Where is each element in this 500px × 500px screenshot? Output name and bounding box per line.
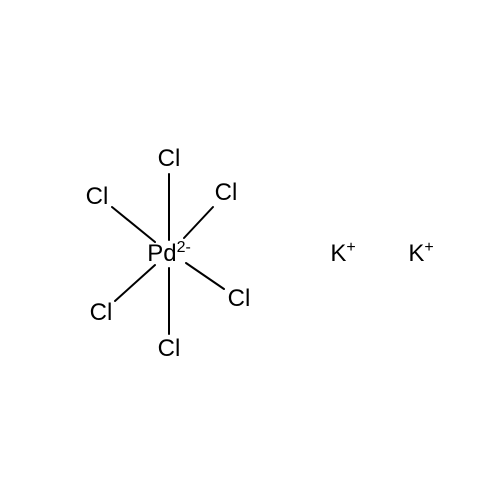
atom-k1-charge: +	[346, 239, 355, 256]
atom-k1: K+	[330, 242, 355, 266]
chemical-structure-diagram: Pd2- Cl Cl Cl Cl Cl Cl K+ K+	[0, 0, 500, 500]
atom-cl-top-right: Cl	[215, 181, 238, 205]
atom-cl-bottom: Cl	[158, 337, 181, 361]
atom-k2-symbol: K	[408, 240, 424, 267]
atom-k2: K+	[408, 242, 433, 266]
atom-cl-top-left: Cl	[86, 185, 109, 209]
atom-center-pd: Pd2-	[147, 242, 191, 266]
atom-k2-charge: +	[424, 239, 433, 256]
atom-center-charge: 2-	[177, 239, 191, 256]
atom-center-symbol: Pd	[147, 240, 176, 267]
atom-cl-bot-left: Cl	[90, 301, 113, 325]
atom-cl-bot-right: Cl	[228, 287, 251, 311]
atom-cl-top: Cl	[158, 147, 181, 171]
atom-k1-symbol: K	[330, 240, 346, 267]
